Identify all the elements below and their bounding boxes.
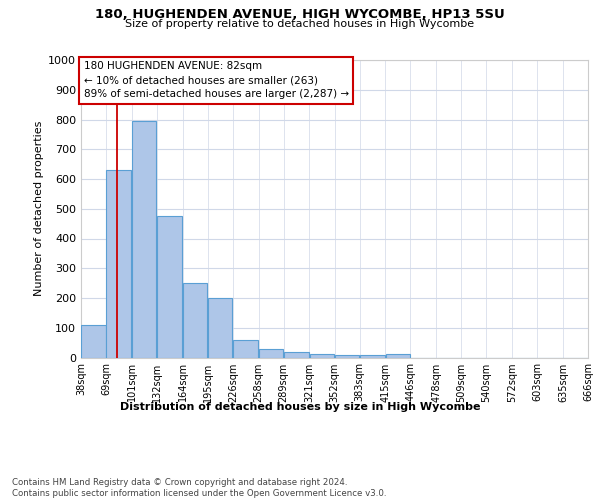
Text: Size of property relative to detached houses in High Wycombe: Size of property relative to detached ho… bbox=[125, 19, 475, 29]
Bar bbox=[106, 170, 131, 358]
Y-axis label: Number of detached properties: Number of detached properties bbox=[34, 121, 44, 296]
Bar bbox=[360, 354, 385, 358]
Text: 180 HUGHENDEN AVENUE: 82sqm
← 10% of detached houses are smaller (263)
89% of se: 180 HUGHENDEN AVENUE: 82sqm ← 10% of det… bbox=[83, 62, 349, 100]
Bar bbox=[386, 354, 410, 358]
Bar bbox=[183, 283, 208, 358]
Text: 180, HUGHENDEN AVENUE, HIGH WYCOMBE, HP13 5SU: 180, HUGHENDEN AVENUE, HIGH WYCOMBE, HP1… bbox=[95, 8, 505, 20]
Bar bbox=[82, 325, 106, 358]
Bar bbox=[335, 354, 359, 358]
Bar bbox=[310, 354, 334, 358]
Bar bbox=[208, 298, 232, 358]
Bar bbox=[157, 216, 182, 358]
Text: Contains HM Land Registry data © Crown copyright and database right 2024.
Contai: Contains HM Land Registry data © Crown c… bbox=[12, 478, 386, 498]
Bar bbox=[284, 352, 309, 358]
Bar bbox=[132, 121, 157, 358]
Bar bbox=[233, 340, 258, 357]
Text: Distribution of detached houses by size in High Wycombe: Distribution of detached houses by size … bbox=[120, 402, 480, 412]
Bar bbox=[259, 349, 283, 358]
